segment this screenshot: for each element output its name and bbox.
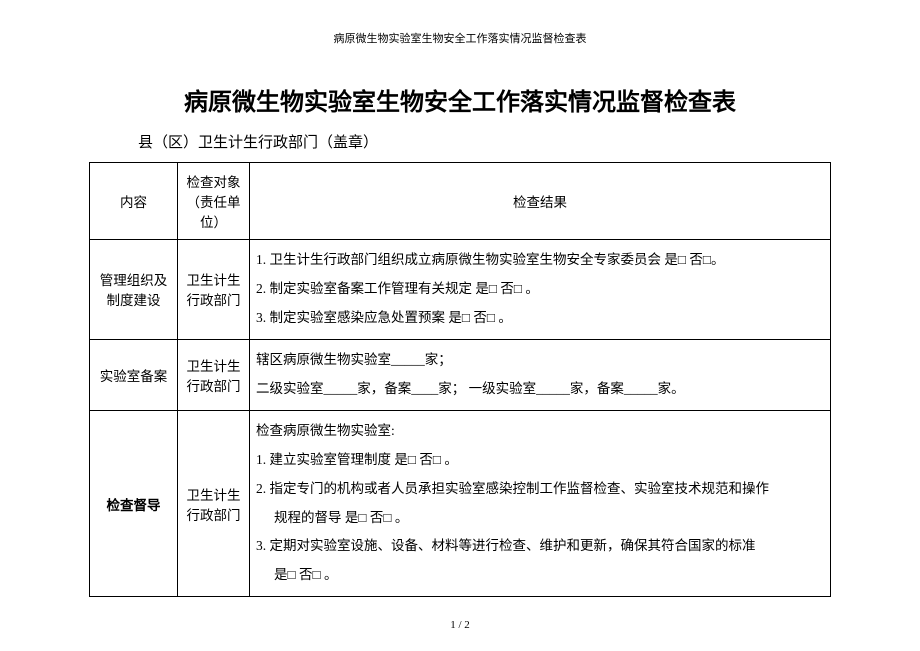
result-line: 3. 定期对实验室设施、设备、材料等进行检查、维护和更新，确保其符合国家的标准 — [254, 532, 826, 561]
table-row: 检查督导 卫生计生行政部门 检查病原微生物实验室: 1. 建立实验室管理制度 是… — [90, 410, 831, 597]
row2-content: 检查督导 — [90, 410, 178, 597]
page-footer: 1 / 2 — [0, 619, 920, 631]
result-line: 检查病原微生物实验室: — [254, 417, 826, 446]
row1-result: 辖区病原微生物实验室_____家； 二级实验室_____家，备案____家； 一… — [250, 339, 831, 410]
row1-content: 实验室备案 — [90, 339, 178, 410]
row0-content: 管理组织及制度建设 — [90, 240, 178, 340]
header-target: 检查对象（责任单位） — [178, 163, 250, 240]
row0-target: 卫生计生行政部门 — [178, 240, 250, 340]
page-header: 病原微生物实验室生物安全工作落实情况监督检查表 — [0, 0, 920, 64]
row2-target: 卫生计生行政部门 — [178, 410, 250, 597]
table-header-row: 内容 检查对象（责任单位） 检查结果 — [90, 163, 831, 240]
result-line: 规程的督导 是□ 否□ 。 — [254, 504, 826, 533]
result-line: 二级实验室_____家，备案____家； 一级实验室_____家，备案_____… — [254, 375, 826, 404]
inspection-table: 内容 检查对象（责任单位） 检查结果 管理组织及制度建设 卫生计生行政部门 1.… — [89, 162, 831, 597]
result-line: 是□ 否□ 。 — [254, 561, 826, 590]
result-line: 辖区病原微生物实验室_____家； — [254, 346, 826, 375]
result-line: 2. 制定实验室备案工作管理有关规定 是□ 否□ 。 — [254, 275, 826, 304]
table-row: 实验室备案 卫生计生行政部门 辖区病原微生物实验室_____家； 二级实验室__… — [90, 339, 831, 410]
header-content: 内容 — [90, 163, 178, 240]
table-row: 管理组织及制度建设 卫生计生行政部门 1. 卫生计生行政部门组织成立病原微生物实… — [90, 240, 831, 340]
header-result: 检查结果 — [250, 163, 831, 240]
result-line: 2. 指定专门的机构或者人员承担实验室感染控制工作监督检查、实验室技术规范和操作 — [254, 475, 826, 504]
row1-target: 卫生计生行政部门 — [178, 339, 250, 410]
result-line: 1. 卫生计生行政部门组织成立病原微生物实验室生物安全专家委员会 是□ 否□。 — [254, 246, 826, 275]
result-line: 1. 建立实验室管理制度 是□ 否□ 。 — [254, 446, 826, 475]
subtitle: 县（区）卫生计生行政部门（盖章） — [0, 131, 920, 162]
result-line: 3. 制定实验室感染应急处置预案 是□ 否□ 。 — [254, 304, 826, 333]
row0-result: 1. 卫生计生行政部门组织成立病原微生物实验室生物安全专家委员会 是□ 否□。 … — [250, 240, 831, 340]
document-title: 病原微生物实验室生物安全工作落实情况监督检查表 — [0, 64, 920, 131]
row2-result: 检查病原微生物实验室: 1. 建立实验室管理制度 是□ 否□ 。 2. 指定专门… — [250, 410, 831, 597]
